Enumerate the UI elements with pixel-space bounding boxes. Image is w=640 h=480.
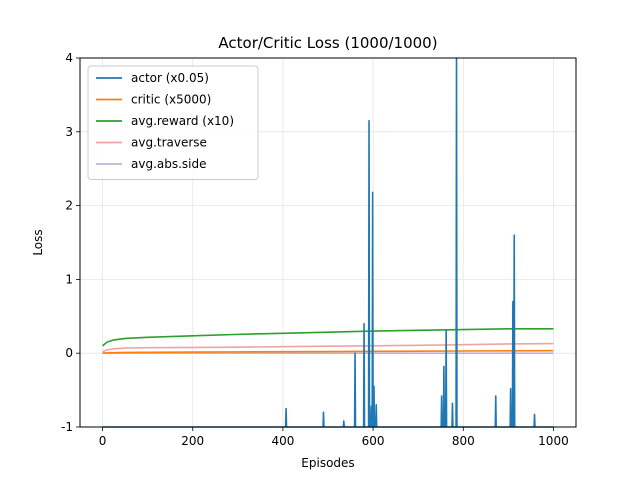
y-tick-label: 0 — [65, 346, 73, 360]
y-tick-label: 4 — [65, 51, 73, 65]
y-tick-label: -1 — [61, 420, 73, 434]
plot-frame — [79, 57, 577, 428]
y-tick-label: 3 — [65, 125, 73, 139]
legend-label: avg.reward (x10) — [131, 114, 234, 128]
legend-label: actor (x0.05) — [131, 71, 209, 85]
x-tick-label: 1000 — [538, 434, 569, 448]
y-tick-label: 2 — [65, 199, 73, 213]
y-tick-label: 1 — [65, 272, 73, 286]
series-line-critic-x5000- — [102, 349, 554, 354]
legend-label: avg.traverse — [131, 136, 207, 150]
x-axis-label: Episodes — [301, 456, 354, 470]
y-axis-label: Loss — [31, 229, 45, 255]
legend-label: avg.abs.side — [131, 157, 207, 171]
chart-title: Actor/Critic Loss (1000/1000) — [218, 34, 437, 52]
legend: actor (x0.05) critic (x5000) avg.reward (x… — [87, 65, 259, 180]
series-line-avg-reward-x10- — [102, 328, 554, 347]
legend-box — [87, 65, 259, 180]
axis-ticks: 0 200 400 600 800 1000 -1 0 1 2 3 4 — [61, 51, 569, 448]
x-tick-label: 0 — [99, 434, 107, 448]
legend-label: critic (x5000) — [131, 93, 211, 107]
x-tick-label: 400 — [271, 434, 294, 448]
x-tick-label: 200 — [181, 434, 204, 448]
x-tick-label: 800 — [452, 434, 475, 448]
x-tick-label: 600 — [362, 434, 385, 448]
